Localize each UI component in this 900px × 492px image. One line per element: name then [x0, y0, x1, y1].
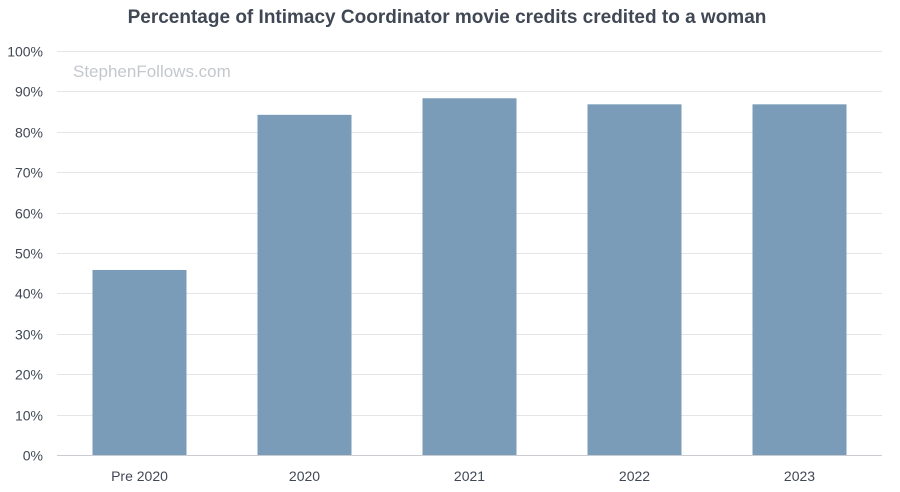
- y-tick-label: 40%: [15, 286, 43, 302]
- x-tick-label: Pre 2020: [111, 468, 168, 484]
- x-tick-label: 2021: [454, 468, 485, 484]
- x-tick-label: 2022: [619, 468, 650, 484]
- y-tick-label: 90%: [15, 84, 43, 100]
- watermark: StephenFollows.com: [73, 62, 231, 81]
- x-axis: Pre 2020 2020 2021 2022 2023: [57, 455, 882, 484]
- y-tick-label: 20%: [15, 367, 43, 383]
- chart-title: Percentage of Intimacy Coordinator movie…: [128, 7, 767, 28]
- bar: [422, 98, 517, 455]
- y-tick-label: 60%: [15, 206, 43, 222]
- y-tick-label: 50%: [15, 246, 43, 262]
- y-tick-label: 70%: [15, 165, 43, 181]
- y-tick-label: 0%: [23, 448, 43, 464]
- bars: [92, 98, 847, 455]
- y-tick-label: 10%: [15, 408, 43, 424]
- x-tick-label: 2023: [784, 468, 815, 484]
- y-tick-label: 100%: [7, 44, 43, 60]
- bar: [257, 114, 352, 455]
- y-tick-label: 80%: [15, 125, 43, 141]
- y-axis: 0% 10% 20% 30% 40% 50% 60% 70% 80% 90% 100%: [7, 44, 43, 464]
- bar: [752, 104, 847, 455]
- x-tick-label: 2020: [289, 468, 320, 484]
- bar: [587, 104, 682, 455]
- bar: [92, 269, 187, 455]
- y-tick-label: 30%: [15, 327, 43, 343]
